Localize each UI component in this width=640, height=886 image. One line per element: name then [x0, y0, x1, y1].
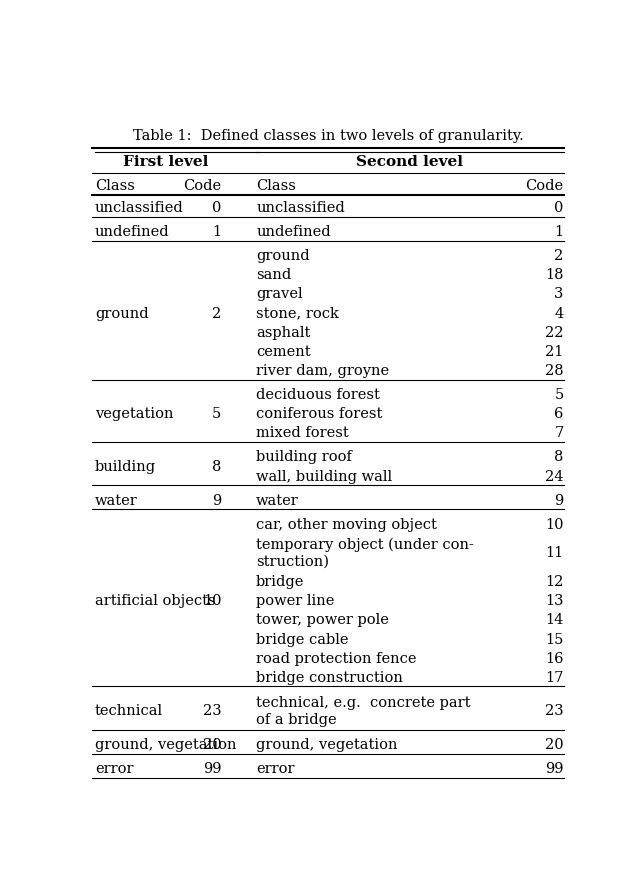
Text: 10: 10 — [545, 517, 564, 531]
Text: deciduous forest: deciduous forest — [256, 388, 380, 401]
Text: First level: First level — [123, 155, 208, 169]
Text: 20: 20 — [545, 737, 564, 751]
Text: 9: 9 — [554, 493, 564, 507]
Text: 0: 0 — [554, 201, 564, 215]
Text: ground, vegetation: ground, vegetation — [256, 737, 397, 751]
Text: gravel: gravel — [256, 287, 303, 301]
Text: bridge: bridge — [256, 574, 305, 588]
Text: coniferous forest: coniferous forest — [256, 407, 383, 421]
Text: technical, e.g.  concrete part
of a bridge: technical, e.g. concrete part of a bridg… — [256, 695, 470, 727]
Text: 2: 2 — [554, 249, 564, 263]
Text: 8: 8 — [212, 460, 221, 473]
Text: sand: sand — [256, 268, 291, 282]
Text: stone, rock: stone, rock — [256, 307, 339, 321]
Text: building: building — [95, 460, 156, 473]
Text: undefined: undefined — [95, 225, 170, 239]
Text: water: water — [95, 493, 138, 507]
Text: 1: 1 — [554, 225, 564, 239]
Text: bridge construction: bridge construction — [256, 670, 403, 684]
Text: 28: 28 — [545, 364, 564, 377]
Text: technical: technical — [95, 703, 163, 718]
Text: 13: 13 — [545, 594, 564, 608]
Text: 20: 20 — [203, 737, 221, 751]
Text: unclassified: unclassified — [95, 201, 184, 215]
Text: 17: 17 — [545, 670, 564, 684]
Text: tower, power pole: tower, power pole — [256, 613, 389, 626]
Text: cement: cement — [256, 345, 310, 359]
Text: Class: Class — [95, 178, 135, 192]
Text: 1: 1 — [212, 225, 221, 239]
Text: car, other moving object: car, other moving object — [256, 517, 437, 531]
Text: 5: 5 — [212, 407, 221, 421]
Text: 0: 0 — [212, 201, 221, 215]
Text: 99: 99 — [203, 761, 221, 775]
Text: 14: 14 — [545, 613, 564, 626]
Text: 21: 21 — [545, 345, 564, 359]
Text: error: error — [95, 761, 133, 775]
Text: 10: 10 — [203, 594, 221, 608]
Text: water: water — [256, 493, 299, 507]
Text: ground: ground — [256, 249, 310, 263]
Text: 7: 7 — [554, 426, 564, 440]
Text: 18: 18 — [545, 268, 564, 282]
Text: 16: 16 — [545, 651, 564, 665]
Text: 23: 23 — [545, 703, 564, 718]
Text: Second level: Second level — [356, 155, 463, 169]
Text: undefined: undefined — [256, 225, 331, 239]
Text: power line: power line — [256, 594, 335, 608]
Text: 9: 9 — [212, 493, 221, 507]
Text: building roof: building roof — [256, 450, 352, 464]
Text: artificial objects: artificial objects — [95, 594, 216, 608]
Text: ground: ground — [95, 307, 148, 321]
Text: 23: 23 — [203, 703, 221, 718]
Text: 12: 12 — [545, 574, 564, 588]
Text: asphalt: asphalt — [256, 325, 310, 339]
Text: 11: 11 — [545, 546, 564, 560]
Text: error: error — [256, 761, 294, 775]
Text: road protection fence: road protection fence — [256, 651, 417, 665]
Text: Class: Class — [256, 178, 296, 192]
Text: temporary object (under con-
struction): temporary object (under con- struction) — [256, 537, 474, 569]
Text: 3: 3 — [554, 287, 564, 301]
Text: mixed forest: mixed forest — [256, 426, 349, 440]
Text: Code: Code — [183, 178, 221, 192]
Text: vegetation: vegetation — [95, 407, 173, 421]
Text: unclassified: unclassified — [256, 201, 345, 215]
Text: 15: 15 — [545, 632, 564, 646]
Text: Code: Code — [525, 178, 564, 192]
Text: 4: 4 — [554, 307, 564, 321]
Text: Table 1:  Defined classes in two levels of granularity.: Table 1: Defined classes in two levels o… — [132, 129, 524, 144]
Text: 24: 24 — [545, 469, 564, 483]
Text: bridge cable: bridge cable — [256, 632, 349, 646]
Text: 6: 6 — [554, 407, 564, 421]
Text: 5: 5 — [554, 388, 564, 401]
Text: 22: 22 — [545, 325, 564, 339]
Text: ground, vegetation: ground, vegetation — [95, 737, 236, 751]
Text: wall, building wall: wall, building wall — [256, 469, 392, 483]
Text: 2: 2 — [212, 307, 221, 321]
Text: river dam, groyne: river dam, groyne — [256, 364, 389, 377]
Text: 99: 99 — [545, 761, 564, 775]
Text: 8: 8 — [554, 450, 564, 464]
